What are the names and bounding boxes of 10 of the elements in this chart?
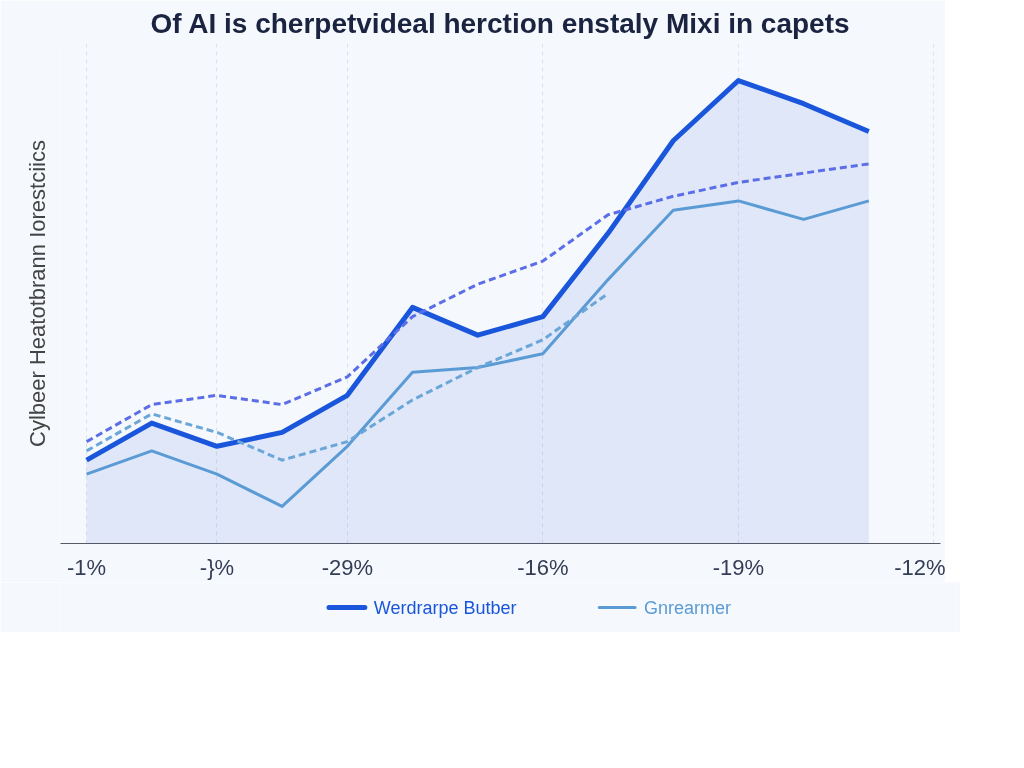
- y-axis-title: Cylbeer Heatotbrann Iorestciics: [24, 140, 50, 447]
- chart-title: Of AI is cherpetvideal herction enstaly Mixi in capets: [150, 7, 850, 39]
- x-tick-label: -19%: [712, 554, 765, 580]
- x-tick-label: -12%: [894, 554, 946, 580]
- x-tick-label: -}%: [199, 554, 235, 580]
- x-tick-label: -1%: [67, 554, 107, 580]
- x-tick-label: -29%: [321, 554, 373, 580]
- x-tick-label: -16%: [517, 554, 569, 580]
- legend-label: Gnrearmer: [644, 597, 732, 618]
- legend-label: Werdrarpe Butber: [373, 597, 517, 618]
